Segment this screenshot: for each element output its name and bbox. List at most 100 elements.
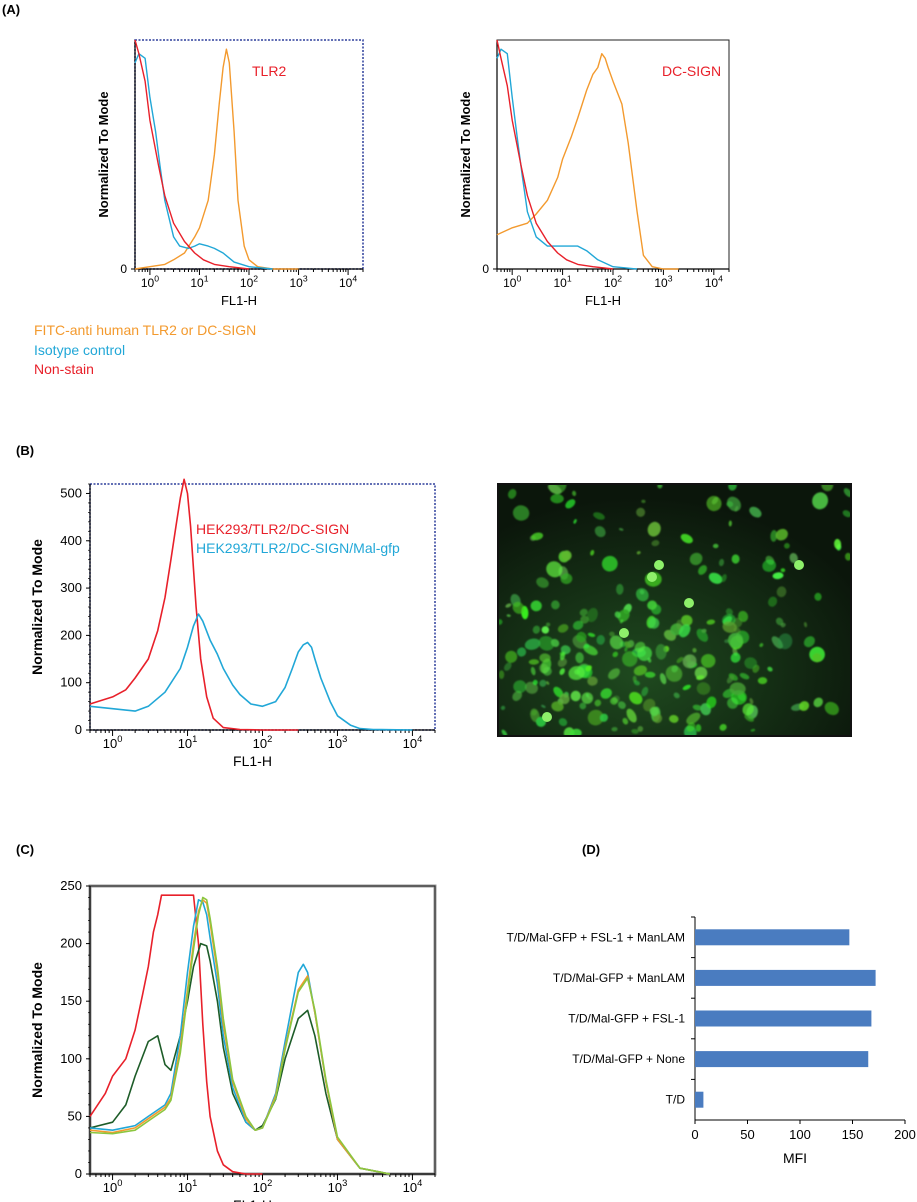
fluorescent-cell <box>531 532 544 541</box>
x-axis-label: MFI <box>783 1150 807 1166</box>
fluorescent-cell <box>701 628 707 633</box>
x-tick-label: 200 <box>894 1127 916 1142</box>
fluorescent-cell <box>655 644 667 660</box>
fluorescent-cell <box>551 701 564 712</box>
fluorescent-cell <box>561 550 572 561</box>
fluorescent-cell <box>553 686 564 698</box>
fluorescent-cell <box>594 526 606 538</box>
x-tick-label: 101 <box>190 274 208 290</box>
fluorescent-cell <box>601 555 618 572</box>
fluorescent-cell <box>814 592 822 601</box>
y-tick-label: 100 <box>60 675 82 690</box>
fluorescent-cell <box>649 706 659 717</box>
fluorescent-cell <box>636 507 646 517</box>
series-line-0 <box>134 48 299 270</box>
bar <box>695 929 850 946</box>
fluorescent-cell <box>579 702 587 710</box>
fluorescent-cell <box>739 673 750 680</box>
fluorescent-cell <box>844 552 850 561</box>
fluorescent-cell <box>563 727 575 735</box>
fluorescent-cell <box>676 656 684 664</box>
fluorescent-cell <box>843 488 850 498</box>
fluorescent-cell <box>749 506 762 518</box>
fluorescent-cell <box>590 549 595 556</box>
x-tick-label: 102 <box>253 734 273 751</box>
fluorescent-cell <box>546 681 550 685</box>
x-tick-label: 104 <box>705 274 723 290</box>
fluorescent-cell <box>622 651 638 667</box>
y-axis-label: Normalized To Mode <box>96 91 111 217</box>
fluorescent-cell <box>729 682 746 696</box>
mfi-bar-chart: 0 50 100 150 200 MFI T/D T/D/Mal-GFP + None T/D/… <box>507 916 916 1166</box>
fluorescent-cell <box>559 693 570 705</box>
fluorescent-cell <box>824 701 839 716</box>
histogram-mal-gfp: 100 101 102 103 104 0 100 200 300 400 500 FL1-H Norm… <box>29 478 436 769</box>
fluorescent-cell <box>569 728 582 735</box>
fluorescent-cell <box>721 574 727 583</box>
category-label: T/D/Mal-GFP + None <box>572 1052 685 1066</box>
plot-frame <box>134 39 364 270</box>
fluorescent-cell <box>579 608 588 617</box>
fluorescent-cell <box>570 690 581 702</box>
y-axis-label: Normalized To Mode <box>29 539 45 675</box>
fluorescent-cell <box>730 652 741 663</box>
fluorescent-cell <box>581 692 594 704</box>
fluorescent-cell <box>659 673 667 685</box>
fluorescent-cell <box>599 713 608 722</box>
bar <box>695 1091 704 1108</box>
fluorescent-cell <box>624 641 632 649</box>
fluorescent-cell <box>528 659 540 665</box>
category-label: T/D <box>666 1093 686 1107</box>
x-tick-label: 101 <box>178 734 198 751</box>
x-tick-label: 150 <box>842 1127 864 1142</box>
x-tick-label: 100 <box>141 274 159 290</box>
bright-cell <box>684 598 694 608</box>
y-tick-label: 200 <box>60 627 82 642</box>
x-tick-label: 50 <box>740 1127 754 1142</box>
y-tick-label: 300 <box>60 580 82 595</box>
fluorescent-cell <box>637 726 644 732</box>
fluorescent-cell <box>759 643 764 648</box>
fluorescent-cell <box>547 485 562 495</box>
y-axis-label: Normalized To Mode <box>29 962 45 1098</box>
series-line-1 <box>134 53 273 270</box>
fluorescent-cell <box>636 551 641 555</box>
fluorescent-cell <box>545 622 551 627</box>
fluorescent-cell <box>580 615 589 624</box>
fluorescent-cell <box>524 638 541 650</box>
x-tick-label: 103 <box>289 274 307 290</box>
fluorescent-cell <box>512 601 525 614</box>
fluorescent-cell <box>767 666 773 672</box>
fluorescent-cell <box>559 652 566 661</box>
fluorescent-cell <box>648 617 660 629</box>
fluorescent-cell <box>631 728 639 734</box>
y-tick-label: 100 <box>60 1051 82 1066</box>
x-tick-label: 100 <box>789 1127 811 1142</box>
x-axis-label: FL1-H <box>585 293 621 308</box>
fluorescent-cell <box>608 668 620 680</box>
fluorescent-cell <box>600 688 612 699</box>
fluorescent-cell <box>812 653 822 663</box>
fluorescent-cell <box>812 492 829 510</box>
fluorescent-cell <box>692 648 697 653</box>
fluorescent-cell <box>633 665 647 676</box>
fluorescent-cell <box>813 697 823 708</box>
fluorescent-cell <box>653 713 663 724</box>
x-tick-label: 104 <box>403 734 423 751</box>
fluorescent-cell <box>565 499 576 509</box>
cell-layer <box>499 485 850 735</box>
plot-frame-shadow <box>88 884 437 1176</box>
fluorescent-cell <box>803 621 808 628</box>
bar <box>695 1010 872 1027</box>
fluorescent-cell <box>775 617 784 626</box>
fluorescent-cell <box>821 485 834 492</box>
fluorescent-cell <box>686 712 701 725</box>
y-tick-label: 50 <box>68 1108 82 1123</box>
x-tick-label: 0 <box>691 1127 698 1142</box>
fluorescent-cell <box>609 635 624 650</box>
y-tick-label: 200 <box>60 936 82 951</box>
fluorescent-cell <box>626 708 637 723</box>
fluorescent-cell <box>550 638 560 647</box>
fluorescent-cell <box>727 632 744 648</box>
fluorescent-cell <box>727 697 739 709</box>
